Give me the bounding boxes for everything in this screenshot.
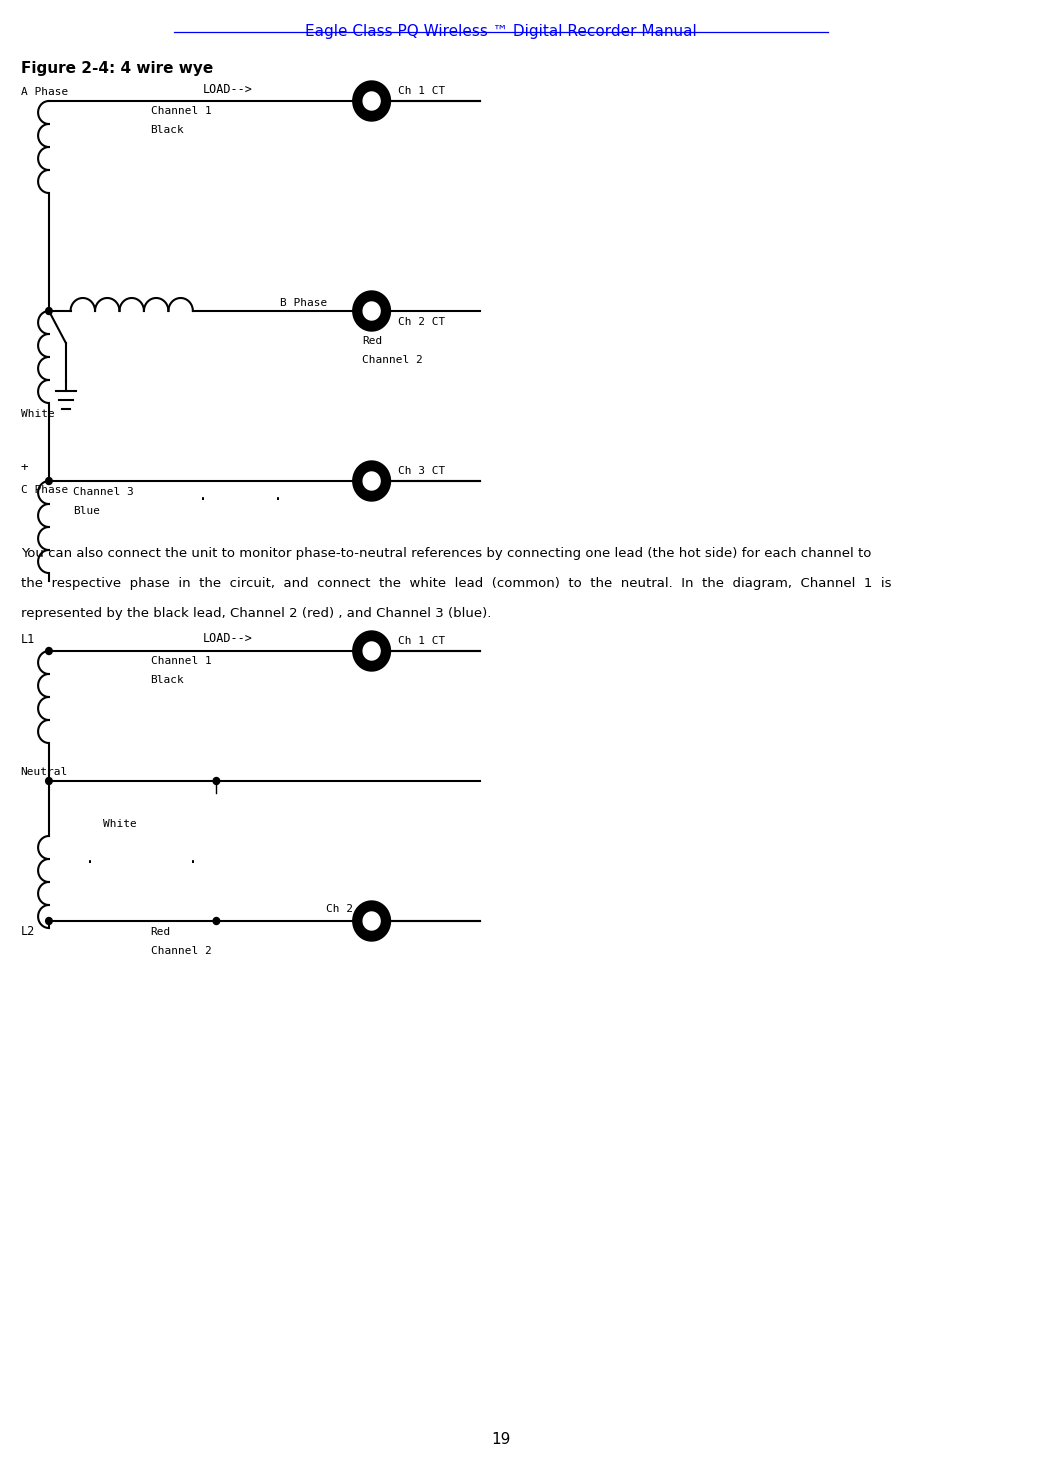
Text: Channel 3: Channel 3 [73, 488, 134, 497]
Text: Black: Black [150, 674, 184, 685]
Text: .: . [85, 849, 95, 867]
Circle shape [46, 777, 52, 784]
Text: Channel 2: Channel 2 [150, 946, 212, 956]
Text: .: . [198, 486, 207, 504]
Polygon shape [363, 303, 380, 320]
Text: Channel 2: Channel 2 [362, 355, 423, 364]
Polygon shape [363, 642, 380, 660]
Text: Figure 2-4: 4 wire wye: Figure 2-4: 4 wire wye [20, 62, 213, 76]
Text: represented by the black lead, Channel 2 (red) , and Channel 3 (blue).: represented by the black lead, Channel 2… [20, 607, 492, 620]
Text: LOAD-->: LOAD--> [202, 632, 252, 645]
Circle shape [46, 918, 52, 924]
Text: You can also connect the unit to monitor phase-to-neutral references by connecti: You can also connect the unit to monitor… [20, 546, 871, 560]
Text: Ch 1 CT: Ch 1 CT [398, 87, 445, 95]
Text: B Phase: B Phase [281, 298, 328, 308]
Text: White: White [103, 820, 137, 829]
Text: C Phase: C Phase [20, 485, 68, 495]
Polygon shape [353, 900, 390, 942]
Text: Ch 3 CT: Ch 3 CT [398, 466, 445, 476]
Polygon shape [363, 472, 380, 491]
Text: Ch 1 CT: Ch 1 CT [398, 636, 445, 646]
Text: +: + [20, 461, 29, 474]
Polygon shape [353, 291, 390, 331]
Text: White: White [20, 408, 54, 419]
Text: Ch 2 CT: Ch 2 CT [327, 903, 373, 914]
Text: 19: 19 [491, 1432, 511, 1447]
Text: L2: L2 [20, 925, 35, 939]
Text: Neutral: Neutral [20, 767, 68, 777]
Text: Ch 2 CT: Ch 2 CT [398, 317, 445, 328]
Text: L1: L1 [20, 633, 35, 646]
Text: Blue: Blue [73, 505, 100, 516]
Text: Red: Red [362, 336, 382, 347]
Text: Red: Red [150, 927, 171, 937]
Text: .: . [188, 849, 198, 867]
Polygon shape [363, 93, 380, 110]
Polygon shape [353, 632, 390, 671]
Text: Channel 1: Channel 1 [150, 657, 212, 665]
Text: .: . [272, 486, 283, 504]
Circle shape [46, 648, 52, 655]
Polygon shape [353, 461, 390, 501]
Text: the  respective  phase  in  the  circuit,  and  connect  the  white  lead  (comm: the respective phase in the circuit, and… [20, 577, 892, 591]
Text: LOAD-->: LOAD--> [202, 84, 252, 95]
Polygon shape [353, 81, 390, 120]
Text: Eagle Class PQ Wireless ™ Digital Recorder Manual: Eagle Class PQ Wireless ™ Digital Record… [304, 24, 697, 40]
Text: A Phase: A Phase [20, 87, 68, 97]
Circle shape [46, 477, 52, 485]
Circle shape [213, 777, 219, 784]
Circle shape [213, 918, 219, 924]
Polygon shape [363, 912, 380, 930]
Text: Channel 1: Channel 1 [150, 106, 212, 116]
Circle shape [46, 307, 52, 314]
Text: Black: Black [150, 125, 184, 135]
